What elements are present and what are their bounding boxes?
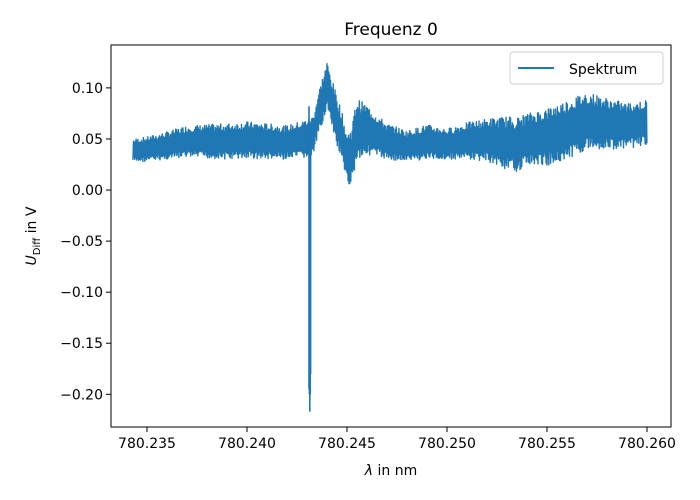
y-tick-label: −0.15: [60, 336, 103, 352]
x-axis-unit: in nm: [373, 463, 417, 479]
axis-ticks: 780.235 780.240 780.245 780.250 780.255 780.2…: [60, 81, 676, 452]
axes-frame: [110, 44, 672, 428]
x-axis-symbol: λ: [364, 463, 373, 479]
x-tick-label: 780.260: [618, 436, 676, 452]
plot-area: [132, 63, 648, 412]
y-tick-label: 0.10: [72, 81, 103, 97]
x-tick-label: 780.255: [518, 436, 576, 452]
y-axis-subscript: Diff: [32, 237, 43, 255]
series-spektrum-trace: [132, 63, 648, 185]
y-axis-unit: in V: [24, 206, 40, 238]
y-axis-label: UDiff in V: [24, 206, 43, 265]
y-tick-label: −0.05: [60, 234, 103, 250]
y-tick-label: −0.10: [60, 285, 103, 301]
legend: Spektrum: [509, 51, 664, 85]
x-tick-label: 780.245: [318, 436, 376, 452]
y-axis-symbol: U: [24, 255, 40, 265]
legend-label-spektrum: Spektrum: [569, 62, 637, 78]
y-tick-label: −0.20: [60, 387, 103, 403]
x-axis-label: λ in nm: [364, 463, 417, 479]
y-tick-label: 0.05: [72, 132, 103, 148]
x-tick-label: 780.250: [418, 436, 476, 452]
x-tick-label: 780.235: [118, 436, 176, 452]
chart-title: Frequenz 0: [344, 20, 438, 40]
x-tick-label: 780.240: [218, 436, 276, 452]
legend-box: [509, 51, 664, 85]
y-tick-label: 0.00: [72, 183, 103, 199]
